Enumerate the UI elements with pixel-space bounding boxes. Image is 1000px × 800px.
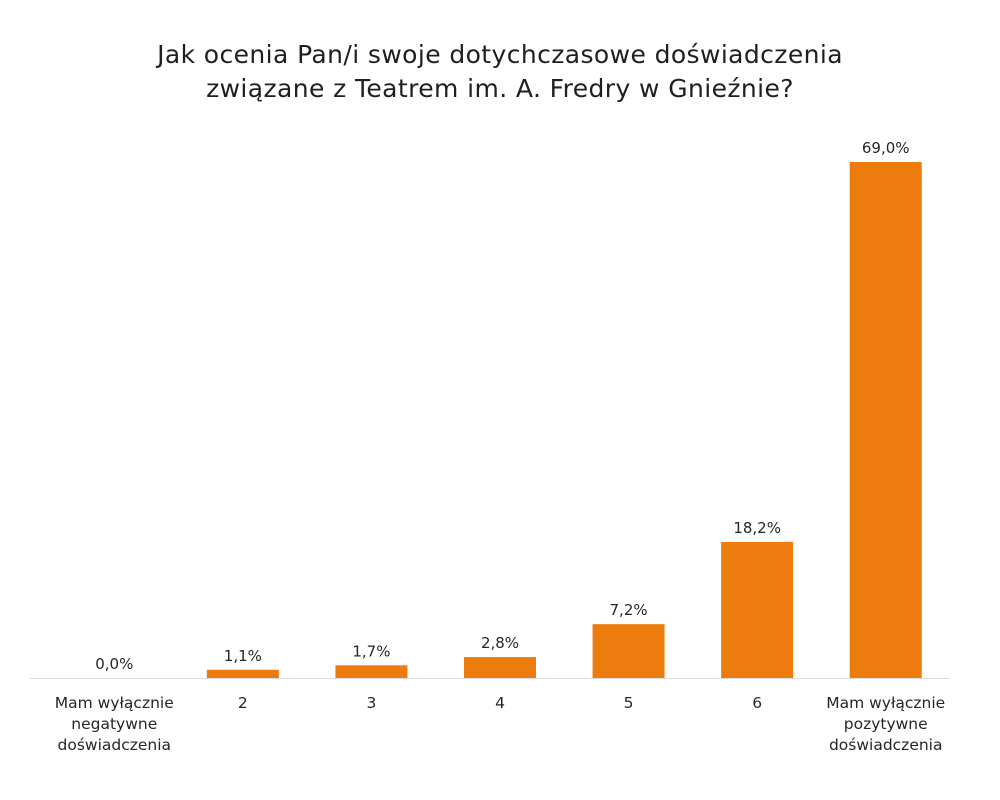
bar-5: [592, 624, 665, 678]
chart-title-line-2: związane z Teatrem im. A. Fredry w Gnieź…: [206, 74, 794, 103]
category-label-7-line-2: pozytywne: [844, 715, 928, 733]
category-label-1-line-3: doświadczenia: [58, 736, 172, 754]
category-label-7-line-1: Mam wyłącznie: [826, 694, 945, 712]
category-label-3-line-1: 3: [366, 694, 376, 712]
category-label-5: 5: [624, 694, 634, 712]
category-label-4: 4: [495, 694, 505, 712]
chart-title: Jak ocenia Pan/i swoje dotychczasowe doś…: [40, 38, 960, 106]
category-labels-group: Mam wyłącznie negatywne doświadczenia 2 3 4 5 6…: [55, 694, 945, 754]
category-label-2: 2: [238, 694, 248, 712]
data-label-1: 0,0%: [95, 655, 133, 673]
category-label-4-line-1: 4: [495, 694, 505, 712]
bar-3: [335, 665, 408, 678]
data-label-4: 2,8%: [481, 634, 519, 652]
data-label-6: 18,2%: [733, 519, 781, 537]
category-label-3: 3: [366, 694, 376, 712]
category-label-1-line-1: Mam wyłącznie: [55, 694, 174, 712]
category-label-7-line-3: doświadczenia: [829, 736, 943, 754]
category-label-1: Mam wyłącznie negatywne doświadczenia: [55, 694, 174, 754]
data-label-2: 1,1%: [224, 647, 262, 665]
bar-2: [206, 669, 279, 678]
bar-7: [849, 162, 922, 678]
bar-4: [464, 657, 536, 678]
data-label-7: 69,0%: [862, 139, 910, 157]
category-label-6: 6: [752, 694, 762, 712]
category-label-7: Mam wyłącznie pozytywne doświadczenia: [826, 694, 945, 754]
category-label-2-line-1: 2: [238, 694, 248, 712]
category-label-6-line-1: 6: [752, 694, 762, 712]
data-label-3: 1,7%: [352, 642, 390, 660]
bars-group: [206, 162, 922, 678]
value-labels-group: 0,0% 1,1% 1,7% 2,8% 7,2% 18,2% 69,0%: [95, 139, 909, 673]
bar-6: [721, 541, 794, 678]
data-label-5: 7,2%: [610, 601, 648, 619]
category-label-5-line-1: 5: [624, 694, 634, 712]
chart-title-line-1: Jak ocenia Pan/i swoje dotychczasowe doś…: [157, 40, 843, 69]
category-label-1-line-2: negatywne: [71, 715, 157, 733]
